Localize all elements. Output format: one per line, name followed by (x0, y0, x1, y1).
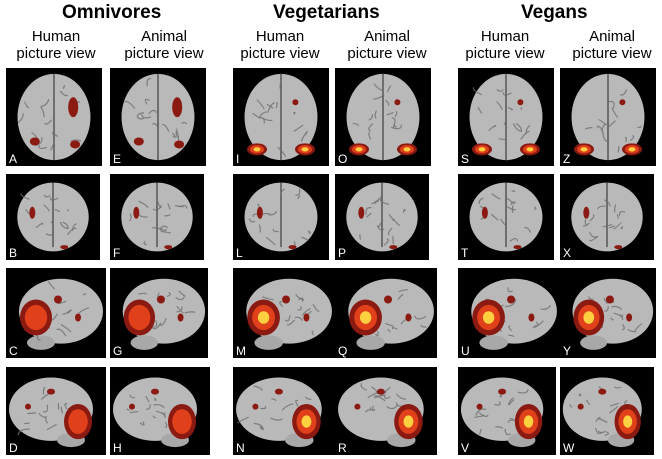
brain-panel-f: F (110, 174, 204, 260)
brain-panel-v: V (458, 367, 556, 455)
brain-image (346, 73, 420, 161)
brain-panel-x: X (560, 174, 654, 260)
panel-letter: W (563, 441, 575, 455)
brain-image (122, 278, 206, 350)
column-label-vegans-animal: Animal picture view (572, 28, 652, 62)
brain-image (469, 73, 543, 161)
brain-panel-b: B (6, 174, 100, 260)
brain-image (572, 278, 654, 350)
panel-letter: N (236, 441, 245, 455)
column-label-vegetarians-human: Human picture view (240, 28, 320, 62)
column-label-vegetarians-animal: Animal picture view (347, 28, 427, 62)
brain-image (19, 278, 103, 350)
group-title-vegans: Vegans (521, 2, 588, 23)
panel-letter: S (461, 152, 470, 166)
brain-panel-w: W (560, 367, 654, 455)
brain-panel-p: P (335, 174, 429, 260)
brain-image (338, 377, 424, 448)
brain-image (460, 377, 544, 448)
panel-letter: V (461, 441, 470, 455)
brain-panel-a: A (6, 68, 102, 166)
brain-panel-z: Z (560, 68, 656, 166)
panel-letter: R (338, 441, 347, 455)
brain-image (9, 377, 93, 448)
brain-image (244, 182, 318, 252)
group-title-omnivores: Omnivores (62, 2, 162, 23)
brain-panel-u: U (458, 268, 560, 358)
brain-image (346, 182, 418, 252)
panel-letter: E (113, 152, 122, 166)
brain-image (17, 73, 91, 161)
brain-image (121, 73, 195, 161)
panel-letter: L (236, 246, 243, 260)
panel-letter: X (563, 246, 572, 260)
panel-letter: I (236, 152, 240, 166)
panel-letter: Z (563, 152, 571, 166)
panel-letter: M (236, 344, 246, 358)
brain-panel-r: R (335, 367, 437, 455)
panel-letter: H (113, 441, 122, 455)
brain-image (562, 377, 642, 448)
brain-image (348, 278, 434, 350)
brain-panel-t: T (458, 174, 554, 260)
brain-panel-n: N (233, 367, 335, 455)
column-label-omnivores-human: Human picture view (16, 28, 96, 62)
brain-image (121, 182, 193, 252)
brain-image (471, 278, 557, 350)
brain-panel-c: C (6, 268, 106, 358)
brain-image (246, 278, 332, 350)
brain-panel-h: H (110, 367, 210, 455)
brain-image (244, 73, 318, 161)
brain-panel-d: D (6, 367, 106, 455)
panel-letter: T (461, 246, 469, 260)
panel-letter: P (338, 246, 347, 260)
group-title-vegetarians: Vegetarians (273, 2, 380, 23)
brain-panel-y: Y (560, 268, 656, 358)
brain-panel-g: G (110, 268, 208, 358)
brain-panel-l: L (233, 174, 329, 260)
panel-letter: G (113, 344, 123, 358)
brain-image (469, 182, 543, 252)
brain-image (113, 377, 197, 448)
brain-panel-o: O (335, 68, 431, 166)
panel-letter: B (9, 246, 18, 260)
panel-letter: Q (338, 344, 348, 358)
panel-letter: Y (563, 344, 572, 358)
column-label-vegans-human: Human picture view (465, 28, 545, 62)
brain-image (236, 377, 322, 448)
panel-letter: A (9, 152, 18, 166)
brain-image (571, 182, 643, 252)
panel-letter: D (9, 441, 18, 455)
column-label-omnivores-animal: Animal picture view (124, 28, 204, 62)
panel-letter: O (338, 152, 348, 166)
brain-panel-e: E (110, 68, 206, 166)
brain-panel-m: M (233, 268, 335, 358)
panel-letter: F (113, 246, 121, 260)
brain-image (17, 182, 89, 252)
brain-image (571, 73, 645, 161)
panel-letter: C (9, 344, 18, 358)
brain-panel-i: I (233, 68, 329, 166)
brain-panel-q: Q (335, 268, 437, 358)
panel-letter: U (461, 344, 470, 358)
brain-panel-s: S (458, 68, 554, 166)
